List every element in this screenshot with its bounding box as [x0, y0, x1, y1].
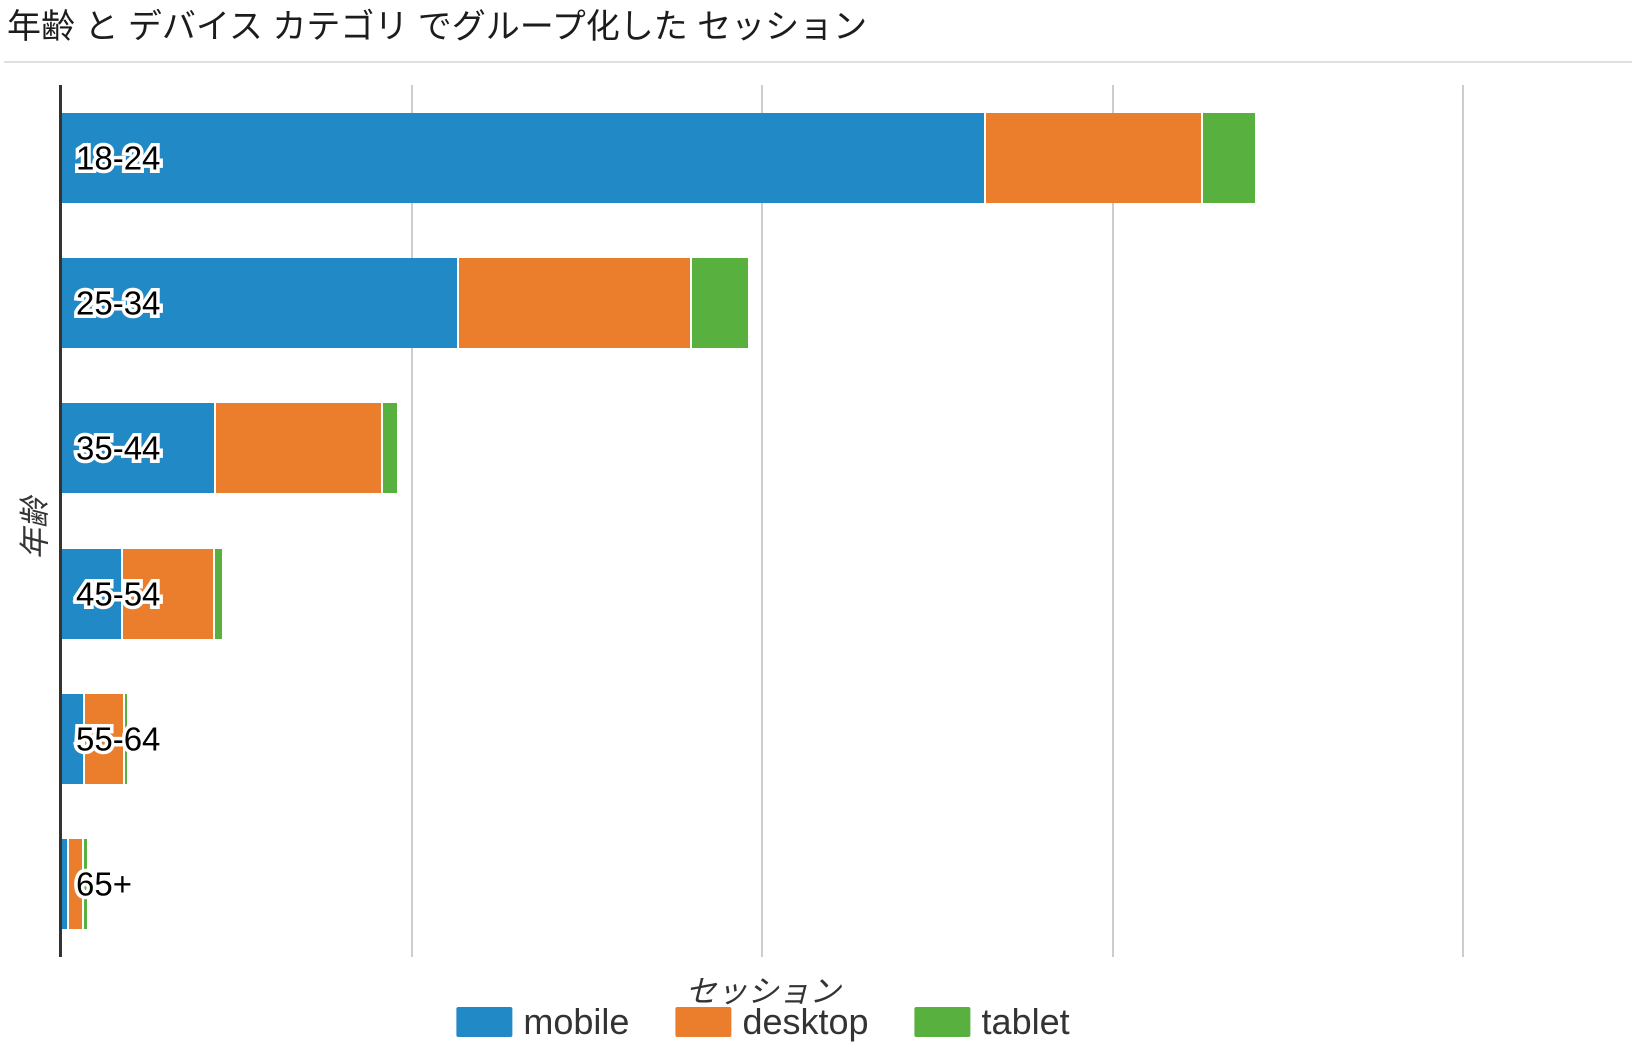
x-axis-title: セッション: [685, 974, 841, 1009]
bar-segment-55-64-mobile[interactable]: [62, 694, 84, 784]
bar-category-label-35-44: 35-44 35-44: [72, 428, 163, 468]
bar-segment-45-54-desktop[interactable]: [122, 548, 213, 639]
legend-swatch-mobile[interactable]: [456, 1007, 513, 1037]
bar-segment-55-64-tablet[interactable]: [124, 694, 128, 784]
bar-category-label-55-64: 55-64 55-64: [72, 719, 163, 759]
bar-segment-45-54-mobile[interactable]: [62, 548, 121, 639]
legend-item-desktop[interactable]: desktop: [675, 1001, 869, 1042]
bar-category-label-25-34: 25-34 25-34: [72, 283, 163, 323]
bar-segment-25-34-mobile[interactable]: [62, 258, 457, 348]
legend-swatch-desktop[interactable]: [675, 1007, 732, 1037]
bar-segment-25-34-tablet[interactable]: [692, 258, 749, 348]
bar-segment-18-24-tablet[interactable]: [1203, 112, 1256, 203]
legend: mobile desktop tablet: [456, 1001, 1070, 1042]
bar-segment-18-24-desktop[interactable]: [985, 112, 1202, 203]
bar-category-label-18-24: 18-24 18-24: [72, 138, 163, 178]
bar-segment-55-64-desktop[interactable]: [85, 694, 123, 784]
title-divider: [4, 61, 1632, 63]
bar-segment-65+-desktop[interactable]: [68, 839, 83, 930]
x-gridline: [1111, 85, 1114, 957]
plot-area: 18-24 18-24 25-34 25-34 35-44 35-44 45-54 45-54…: [0, 85, 1636, 957]
bar-segment-25-34-desktop[interactable]: [459, 258, 691, 348]
legend-label-desktop: desktop: [742, 1001, 869, 1042]
bar-segment-65+-tablet[interactable]: [84, 839, 87, 930]
bar-segment-18-24-mobile[interactable]: [62, 112, 984, 203]
x-gridline: [761, 85, 763, 957]
bar-segment-45-54-tablet[interactable]: [214, 548, 222, 639]
x-gridline: [410, 85, 413, 957]
chart-title: 年齢 と デバイス カテゴリ でグループ化した セッション: [7, 8, 868, 46]
bar-segment-35-44-tablet[interactable]: [382, 403, 398, 494]
bar-segment-35-44-desktop[interactable]: [216, 403, 381, 494]
y-axis-line: [59, 85, 62, 957]
x-gridline: [1462, 85, 1464, 957]
bar-category-label-65+: 65+ 65+: [73, 864, 136, 904]
legend-item-mobile[interactable]: mobile: [456, 1004, 629, 1040]
legend-label-tablet: tablet: [981, 1001, 1070, 1042]
legend-swatch-tablet[interactable]: [914, 1007, 971, 1037]
bar-segment-35-44-mobile[interactable]: [62, 403, 215, 494]
y-axis-title: 年齢: [17, 497, 53, 560]
bar-category-label-45-54: 45-54 45-54: [72, 574, 163, 614]
legend-item-tablet[interactable]: tablet: [914, 1001, 1070, 1042]
legend-label-mobile: mobile: [523, 1001, 630, 1042]
bar-segment-65+-mobile[interactable]: [62, 839, 67, 930]
